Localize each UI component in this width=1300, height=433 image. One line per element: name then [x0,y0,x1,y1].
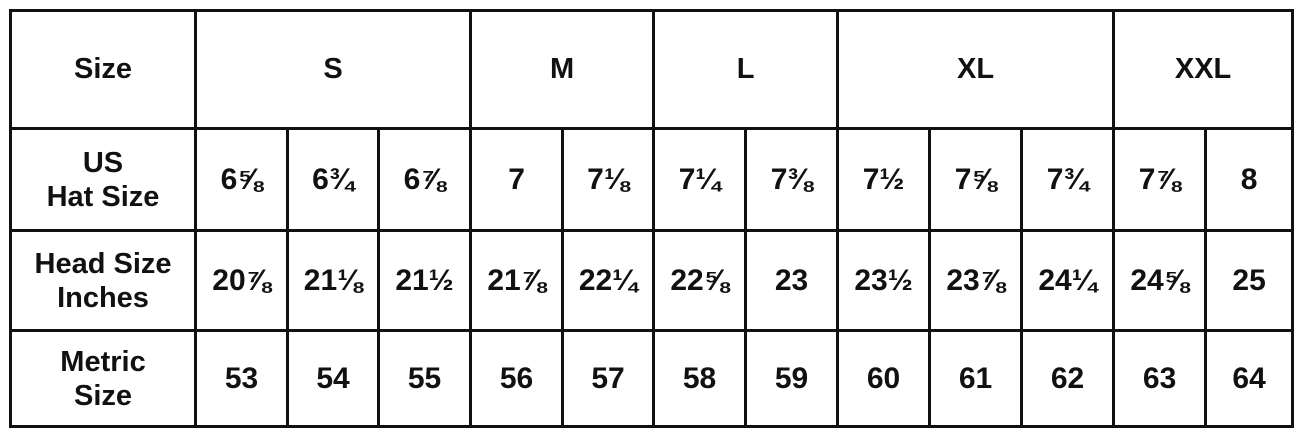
table-cell: 57 [561,329,656,428]
table-cell: 7⅛ [561,127,656,232]
row-label-line: Head Size [34,247,172,280]
us-hat-size-row: US Hat Size 6⅝ 6¾ 6⅞ 7 7⅛ 7¼ 7⅜ 7½ 7⅝ 7¾ 7⅞ 8 [9,127,1295,232]
hat-size-chart: Size S M L XL XXL US Hat Size 6⅝ 6¾ 6⅞ 7 7⅛ 7¼ 7… [9,9,1295,428]
row-label-line: Hat Size [46,180,160,213]
size-header-label: Size [9,9,197,130]
table-cell: 24⅝ [1112,229,1208,332]
table-cell: 21⅞ [469,229,565,332]
table-cell: 7⅝ [928,127,1024,232]
table-cell: 6¾ [286,127,380,232]
table-cell: 8 [1204,127,1295,232]
size-group-xxl: XXL [1112,9,1295,130]
table-cell: 20⅞ [194,229,289,332]
table-cell: 7⅜ [744,127,840,232]
table-cell: 6⅞ [376,127,473,232]
table-cell: 24¼ [1020,229,1116,332]
table-cell: 58 [652,329,748,428]
table-cell: 21⅛ [286,229,380,332]
row-label-line: Size [73,379,133,412]
table-cell: 60 [836,329,932,428]
table-cell: 7¼ [652,127,748,232]
table-cell: 7¾ [1020,127,1116,232]
table-cell: 64 [1204,329,1295,428]
size-group-xl: XL [836,9,1116,130]
size-group-m: M [469,9,656,130]
table-cell: 61 [928,329,1024,428]
row-label-line: Metric [60,345,146,378]
row-label: US Hat Size [9,127,197,232]
table-cell: 62 [1020,329,1116,428]
table-cell: 6⅝ [194,127,289,232]
table-cell: 23⅞ [928,229,1024,332]
table-cell: 53 [194,329,289,428]
table-cell: 22¼ [561,229,656,332]
table-cell: 7 [469,127,565,232]
table-cell: 63 [1112,329,1208,428]
size-header-row: Size S M L XL XXL [9,9,1295,130]
table-cell: 23½ [836,229,932,332]
table-cell: 54 [286,329,380,428]
table-cell: 23 [744,229,840,332]
table-cell: 59 [744,329,840,428]
row-label: Head Size Inches [9,229,197,332]
size-group-l: L [652,9,840,130]
table-cell: 7⅞ [1112,127,1208,232]
size-group-s: S [193,9,473,130]
table-cell: 22⅝ [652,229,748,332]
metric-size-row: Metric Size 53 54 55 56 57 58 59 60 61 62 63 64 [9,329,1295,428]
table-cell: 55 [376,329,473,428]
row-label-line: US [82,146,124,179]
table-cell: 56 [469,329,565,428]
row-label-line: Inches [57,281,149,314]
row-label: Metric Size [9,329,197,428]
table-cell: 21½ [376,229,473,332]
table-cell: 25 [1204,229,1295,332]
head-size-inches-row: Head Size Inches 20⅞ 21⅛ 21½ 21⅞ 22¼ 22⅝ 23 23½ 23… [9,229,1295,332]
table-cell: 7½ [836,127,932,232]
